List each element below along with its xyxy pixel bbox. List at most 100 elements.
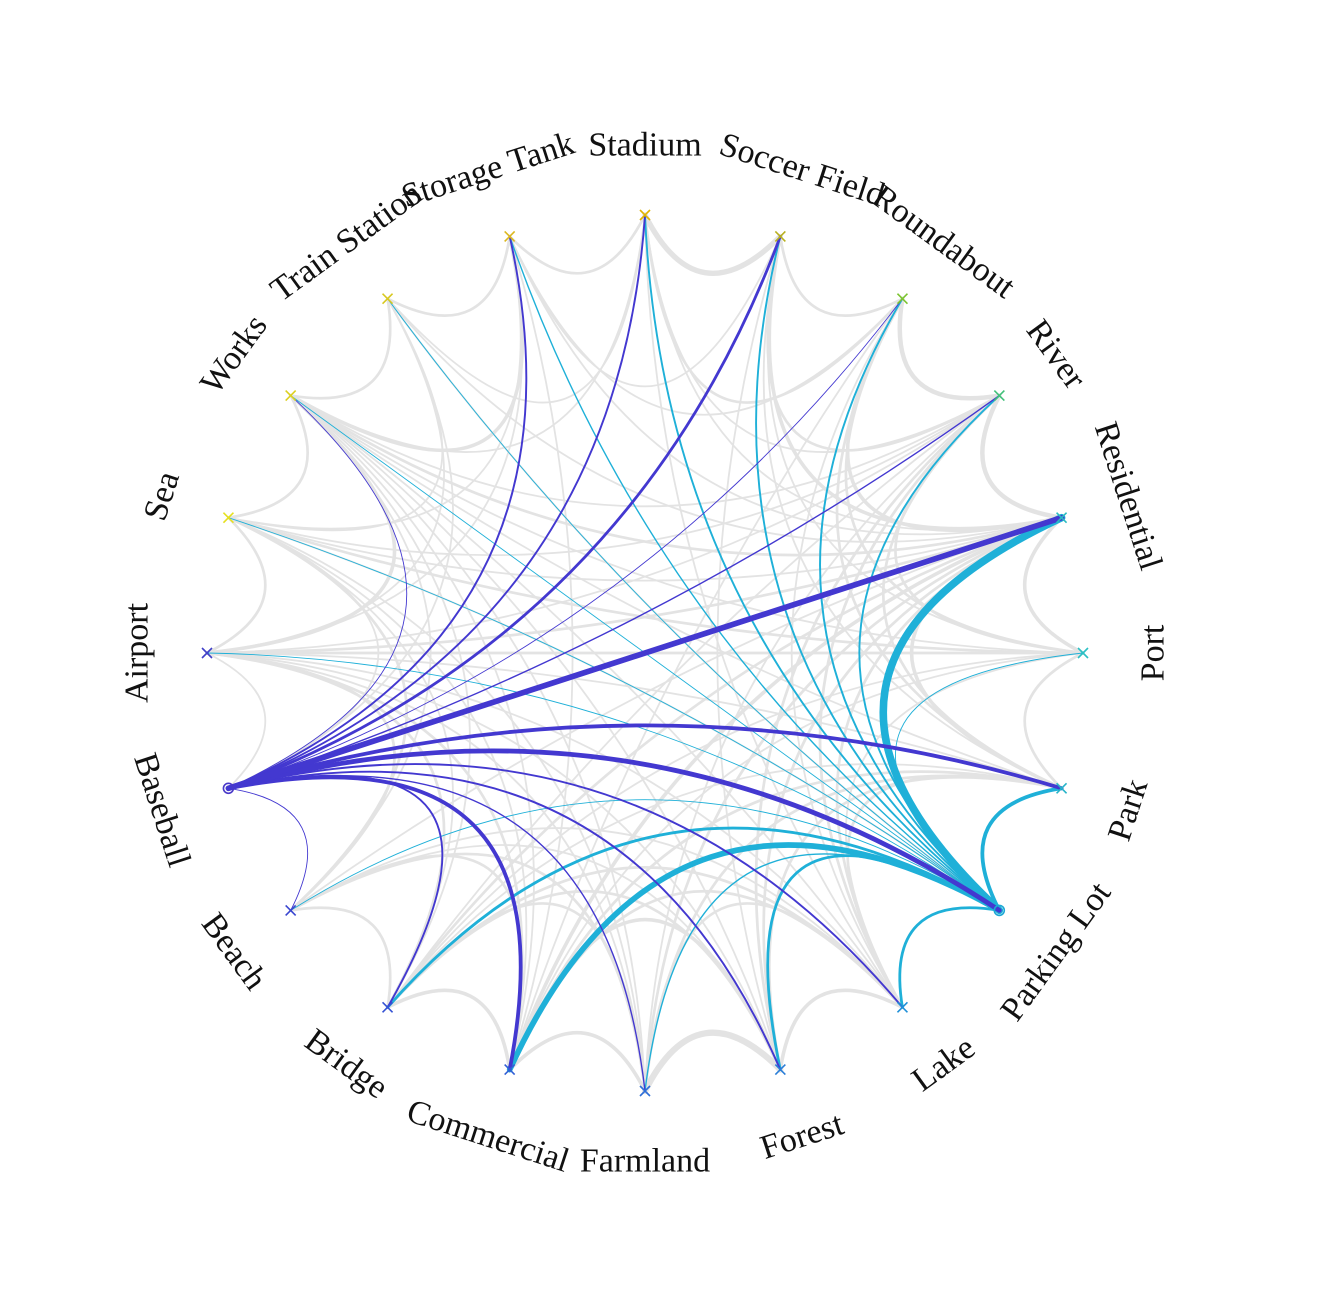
edge-parking-stadium xyxy=(644,214,1001,912)
node-marker-roundabout xyxy=(896,293,909,305)
node-marker-soccer xyxy=(774,230,786,243)
edge-baseball-parking xyxy=(226,748,1002,913)
edge-park-airport xyxy=(206,652,1063,790)
edge-baseball-forest xyxy=(227,770,782,1071)
edge-baseball-commercial xyxy=(226,775,523,1072)
edge-port-park xyxy=(1023,651,1085,790)
edge-residential-airport xyxy=(205,516,1063,655)
node-label-stadium: Stadium xyxy=(588,127,701,164)
edge-parking-train xyxy=(387,298,1000,911)
edge-sea-works xyxy=(227,394,309,520)
edge-lake-works xyxy=(289,394,904,1009)
node-label-lake: Lake xyxy=(905,1029,982,1099)
edge-baseball-lake xyxy=(227,763,904,1009)
edge-river-bridge xyxy=(386,394,1001,1009)
edge-commercial-storage xyxy=(508,235,574,1071)
node-marker-works xyxy=(285,389,297,402)
edge-baseball-airport xyxy=(206,652,267,790)
node-marker-farmland xyxy=(639,1085,651,1097)
edge-commercial-bridge xyxy=(385,988,512,1072)
node-marker-parking xyxy=(993,904,1006,917)
node-marker-port xyxy=(1077,647,1089,659)
highlighted-edges xyxy=(206,214,1084,1092)
edge-port-bridge xyxy=(386,652,1084,1009)
edge-stadium-soccer xyxy=(642,212,783,276)
node-marker-river xyxy=(993,389,1005,402)
edge-parking-roundabout xyxy=(819,297,1001,912)
edge-residential-bridge xyxy=(386,516,1063,1009)
node-label-commercial: Commercial xyxy=(402,1093,573,1180)
node-label-residential: Residential xyxy=(1087,418,1169,575)
node-label-baseball: Baseball xyxy=(126,749,197,872)
edge-soccer-storage xyxy=(508,235,782,388)
edge-parking-bridge xyxy=(386,826,1001,1009)
edge-train-storage xyxy=(386,235,512,317)
edge-airport-train xyxy=(206,297,445,654)
node-marker-bridge xyxy=(381,1001,394,1013)
edge-residential-train xyxy=(386,297,1063,543)
node-marker-commercial xyxy=(504,1063,516,1076)
edge-roundabout-storage xyxy=(508,235,904,416)
edge-stadium-storage xyxy=(508,213,647,275)
edge-baseball-park xyxy=(226,723,1064,791)
edge-parking-commercial xyxy=(506,842,1003,1073)
node-label-roundabout: Roundabout xyxy=(865,178,1022,306)
edge-lake-beach xyxy=(289,827,904,1009)
edge-farmland-sea xyxy=(227,516,646,1092)
edge-residential-works xyxy=(289,394,1063,557)
edge-lake-airport xyxy=(206,652,904,1009)
node-label-bridge: Bridge xyxy=(298,1022,395,1106)
edge-airport-sea xyxy=(205,516,267,655)
edge-river-forest xyxy=(754,394,1001,1071)
edge-park-commercial xyxy=(508,770,1063,1071)
edge-baseball-soccer xyxy=(227,235,782,790)
node-marker-storage xyxy=(504,230,516,243)
edge-roundabout-commercial xyxy=(508,297,904,1071)
edge-baseball-works xyxy=(227,395,408,789)
edge-residential-port xyxy=(1022,515,1085,655)
node-marker-stadium xyxy=(639,209,651,221)
edge-baseball-train xyxy=(227,297,454,790)
edge-works-train xyxy=(289,297,392,400)
node-markers xyxy=(201,209,1089,1097)
node-marker-beach xyxy=(285,904,297,917)
edge-parking-sea xyxy=(227,517,1000,911)
edge-parking-residential xyxy=(879,513,1066,915)
edge-soccer-roundabout xyxy=(778,235,904,317)
edge-parking-lake xyxy=(898,906,1001,1009)
node-marker-train xyxy=(381,293,394,305)
edge-forest-works xyxy=(289,394,782,1071)
edge-baseball-roundabout xyxy=(227,298,903,789)
edge-works-storage xyxy=(288,234,525,453)
edge-residential-beach xyxy=(289,516,1063,912)
edge-port-works xyxy=(289,394,1084,654)
node-label-storage: Storage Tank xyxy=(397,125,579,216)
edge-river-sea xyxy=(227,394,1001,556)
edge-baseball-beach xyxy=(227,787,309,911)
edge-farmland-works xyxy=(289,394,646,1092)
node-label-farmland: Farmland xyxy=(580,1143,710,1180)
node-marker-sea xyxy=(222,512,235,524)
edge-lake-forest xyxy=(778,988,905,1072)
edge-residential-sea xyxy=(227,516,1063,582)
node-label-soccer: Soccer Field xyxy=(715,126,889,214)
edge-baseball-storage xyxy=(227,235,528,790)
edge-parking-airport xyxy=(206,652,1000,911)
node-label-airport: Airport xyxy=(119,602,156,703)
edge-port-sea xyxy=(227,516,1085,655)
node-label-park: Park xyxy=(1101,775,1155,846)
edge-roundabout-river xyxy=(897,296,1002,401)
edge-parking-storage xyxy=(509,235,1000,912)
edge-river-works xyxy=(289,394,1001,508)
edge-baseball-stadium xyxy=(227,214,646,790)
edge-baseball-river xyxy=(227,394,1000,789)
node-marker-forest xyxy=(774,1063,786,1076)
node-label-parking: Parking Lot xyxy=(994,875,1119,1028)
node-marker-residential xyxy=(1055,512,1068,524)
edge-river-farmland xyxy=(644,394,1001,1092)
edge-forest-farmland xyxy=(641,1029,784,1095)
edge-parking-park xyxy=(980,786,1064,913)
edge-river-lake xyxy=(818,394,1001,1009)
node-label-port: Port xyxy=(1135,624,1172,681)
